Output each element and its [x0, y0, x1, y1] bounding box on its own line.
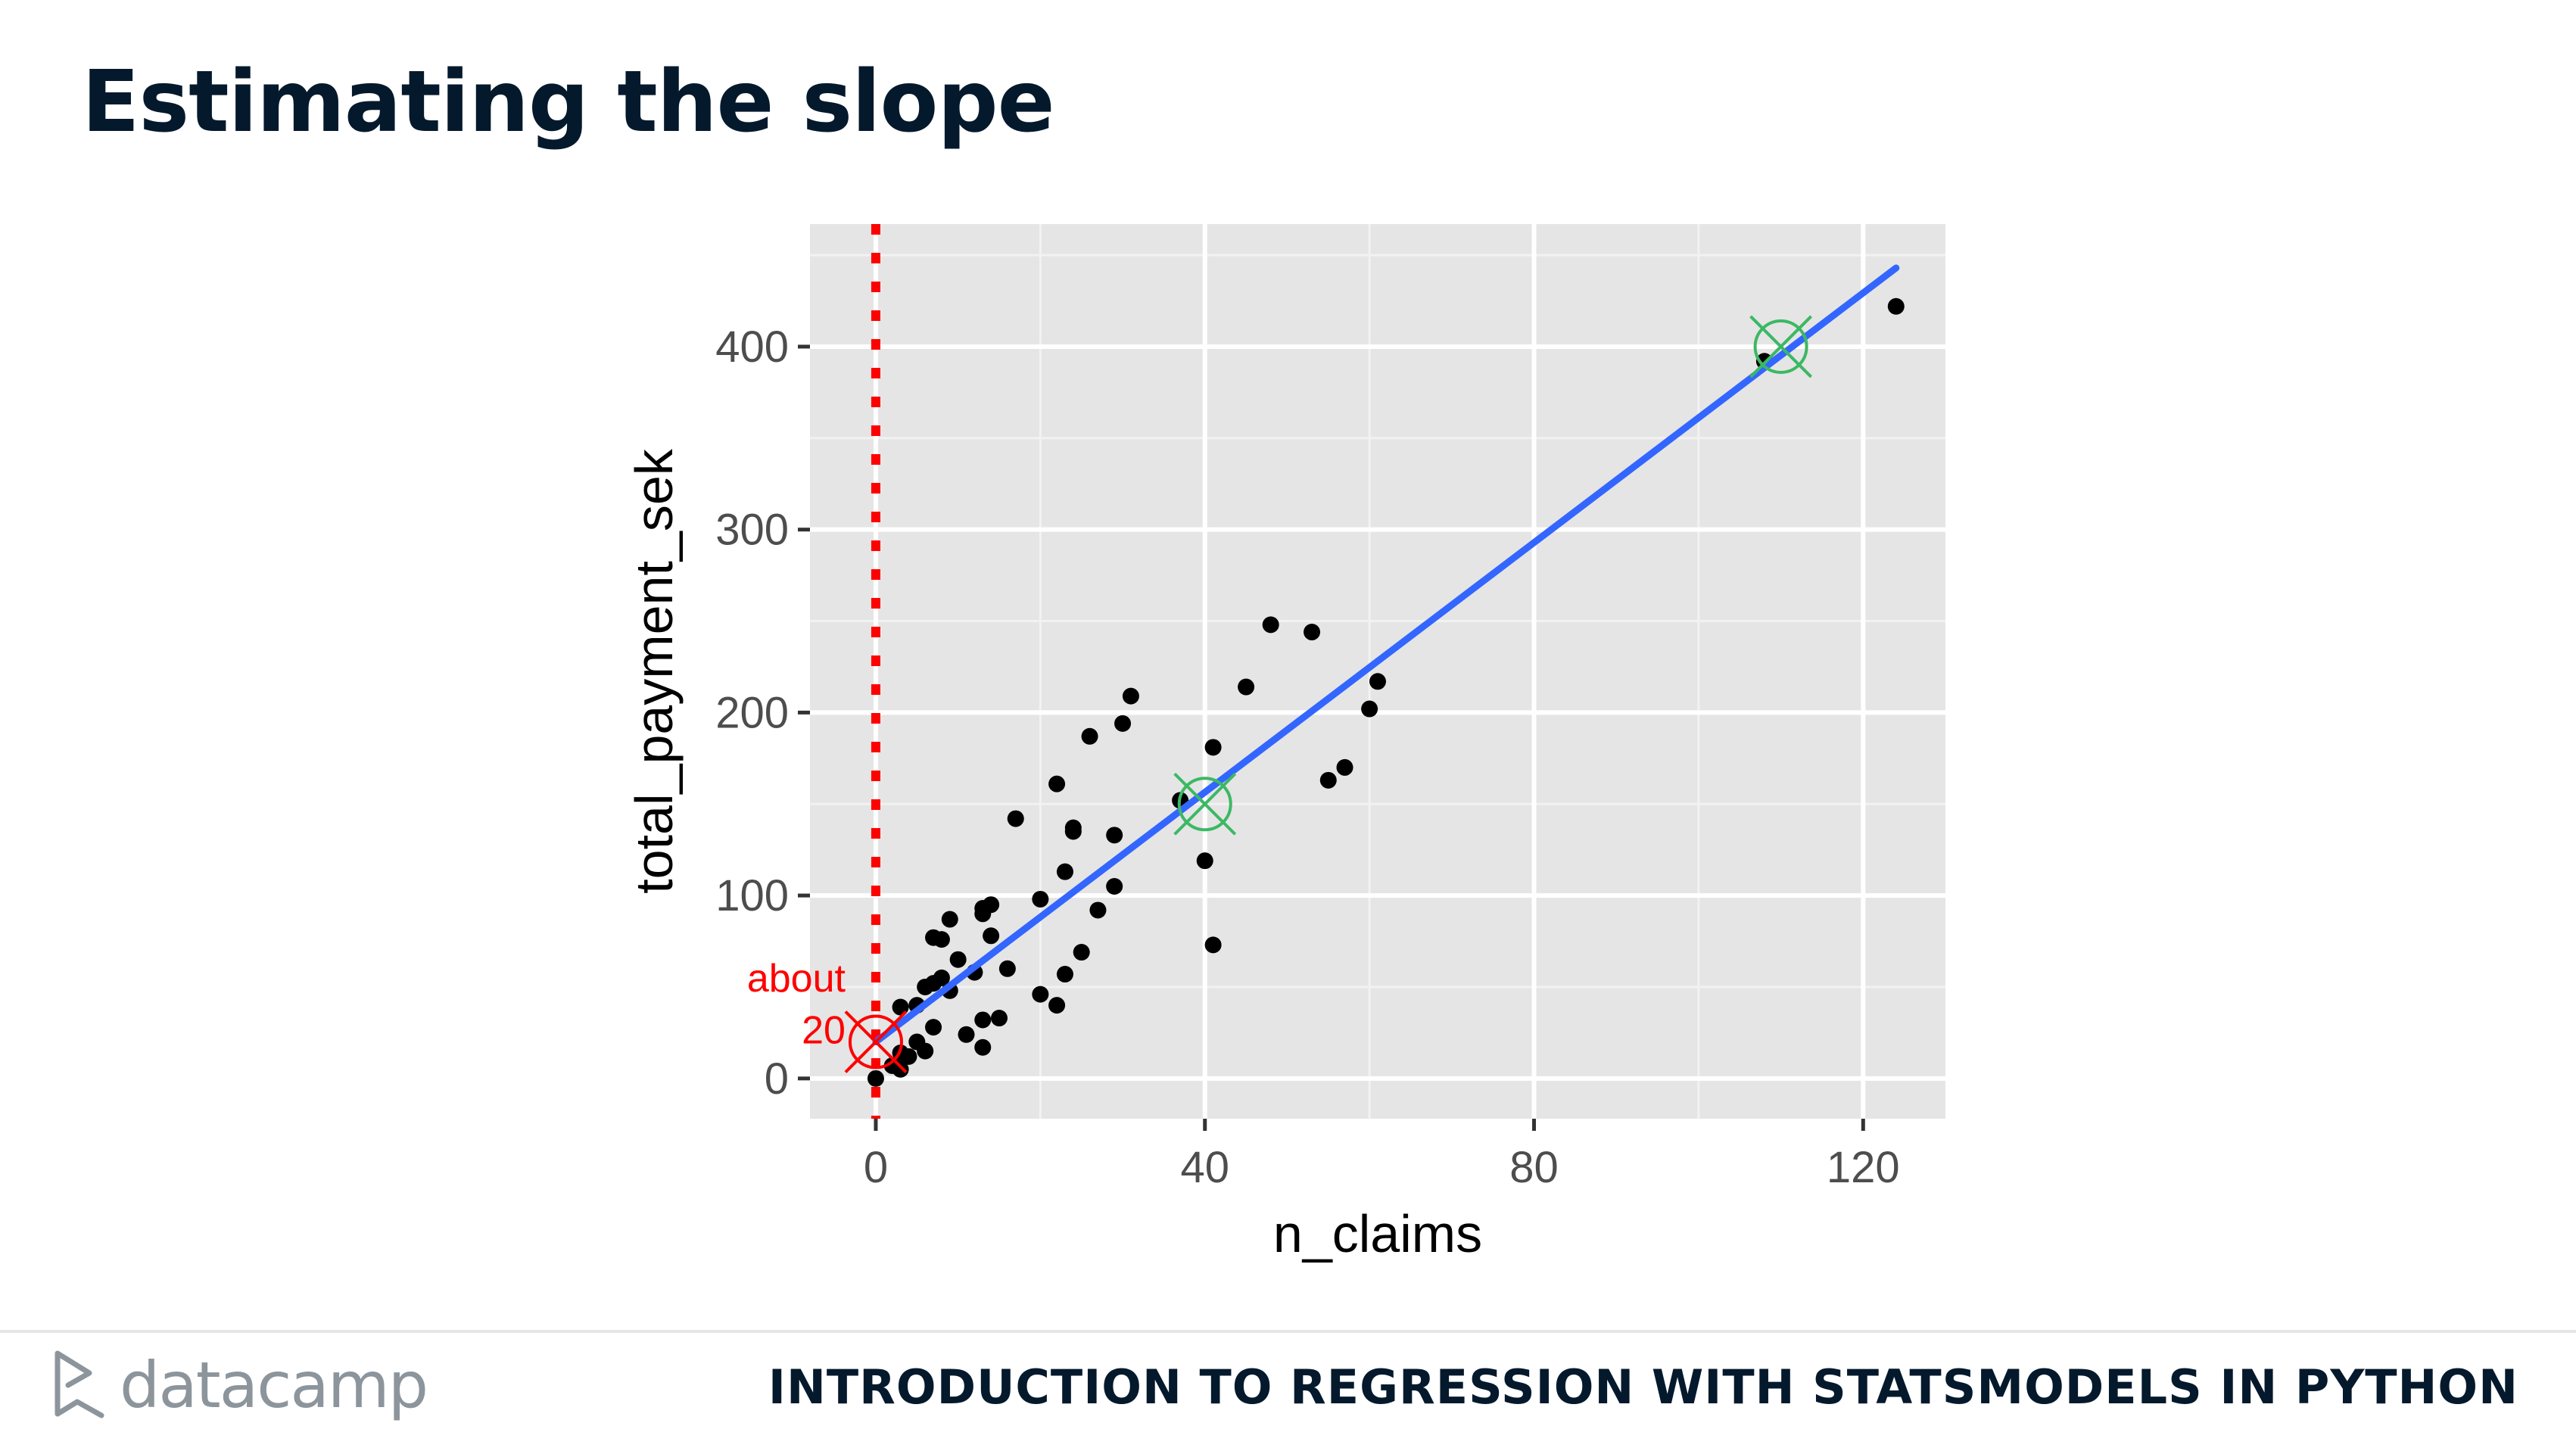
data-point: [1048, 775, 1066, 792]
data-point: [867, 1070, 884, 1087]
highlight-marker: [844, 1010, 908, 1073]
y-axis-ticks: 0 100 200 300 400: [715, 322, 810, 1104]
grid-minor: [810, 224, 1945, 1119]
footer-divider: [0, 1330, 2576, 1333]
data-point: [933, 931, 950, 948]
data-point: [1122, 687, 1139, 705]
data-point: [1056, 863, 1073, 880]
data-point: [1114, 715, 1132, 732]
y-tick-label: 400: [715, 322, 789, 372]
data-point: [900, 1048, 917, 1065]
data-point: [1032, 985, 1049, 1003]
data-point: [917, 1042, 934, 1060]
data-point: [1262, 616, 1279, 634]
data-point: [1238, 678, 1255, 696]
data-point: [974, 1038, 992, 1056]
data-point: [1073, 944, 1090, 961]
data-point: [974, 1011, 992, 1029]
data-point: [983, 896, 1000, 914]
data-point: [958, 1026, 975, 1043]
scatter-chart: 0 40 80 120 0 100 200 300 400 n_claims total_pa…: [625, 224, 1945, 1263]
highlight-cross: [1749, 315, 1813, 378]
data-point: [991, 1010, 1008, 1027]
data-point: [925, 1019, 942, 1036]
datacamp-logo-icon: [55, 1350, 104, 1418]
x-axis-ticks: 0 40 80 120: [864, 1119, 1900, 1192]
data-point: [1056, 966, 1073, 983]
data-point: [1304, 624, 1321, 641]
highlight-cross: [844, 1010, 908, 1073]
data-point: [933, 969, 950, 986]
highlight-cross: [1173, 772, 1237, 836]
y-tick-label: 200: [715, 688, 789, 737]
y-tick-label: 100: [715, 871, 789, 920]
annotation-intercept-value: 20: [802, 1008, 846, 1052]
x-tick-label: 40: [1180, 1143, 1229, 1192]
highlight-circle: [1177, 777, 1232, 832]
brand-logo: datacamp: [51, 1344, 428, 1427]
data-point: [1204, 936, 1222, 954]
x-tick-label: 0: [864, 1143, 888, 1192]
data-point: [1336, 758, 1353, 776]
y-axis-label: total_payment_sek: [625, 448, 684, 894]
data-point: [892, 1060, 909, 1078]
slide-title: Estimating the slope: [82, 53, 1055, 151]
highlight-marker: [1749, 315, 1813, 378]
x-axis-label: n_claims: [1273, 1204, 1482, 1263]
data-point: [941, 911, 958, 928]
data-point: [1887, 297, 1905, 315]
data-point: [1106, 878, 1123, 895]
data-point: [1204, 739, 1222, 756]
data-point: [1196, 852, 1213, 870]
data-point: [1369, 673, 1386, 690]
data-point: [1032, 890, 1049, 908]
data-point: [983, 927, 1000, 945]
highlight-marker: [1173, 772, 1237, 836]
data-point: [998, 960, 1016, 977]
data-point: [1361, 700, 1378, 718]
highlight-markers: [844, 315, 1813, 1073]
data-point: [1319, 771, 1337, 789]
course-title: INTRODUCTION TO REGRESSION WITH STATSMOD…: [768, 1359, 2518, 1415]
data-point: [1081, 727, 1098, 745]
x-tick-label: 80: [1509, 1143, 1559, 1192]
data-point: [949, 951, 967, 968]
data-point: [1089, 901, 1107, 919]
data-point: [1064, 823, 1082, 840]
regression-line: [872, 264, 1900, 1045]
y-tick-label: 0: [765, 1054, 789, 1104]
data-point: [1048, 997, 1066, 1014]
data-point: [1106, 827, 1123, 844]
y-tick-label: 300: [715, 506, 789, 555]
data-point: [1007, 810, 1024, 827]
highlight-circle: [848, 1014, 903, 1070]
highlight-circle: [1753, 319, 1808, 374]
brand-name: datacamp: [120, 1348, 428, 1422]
x-tick-label: 120: [1827, 1143, 1900, 1192]
data-points: [867, 297, 1905, 1087]
annotation-about: about: [747, 957, 846, 1001]
